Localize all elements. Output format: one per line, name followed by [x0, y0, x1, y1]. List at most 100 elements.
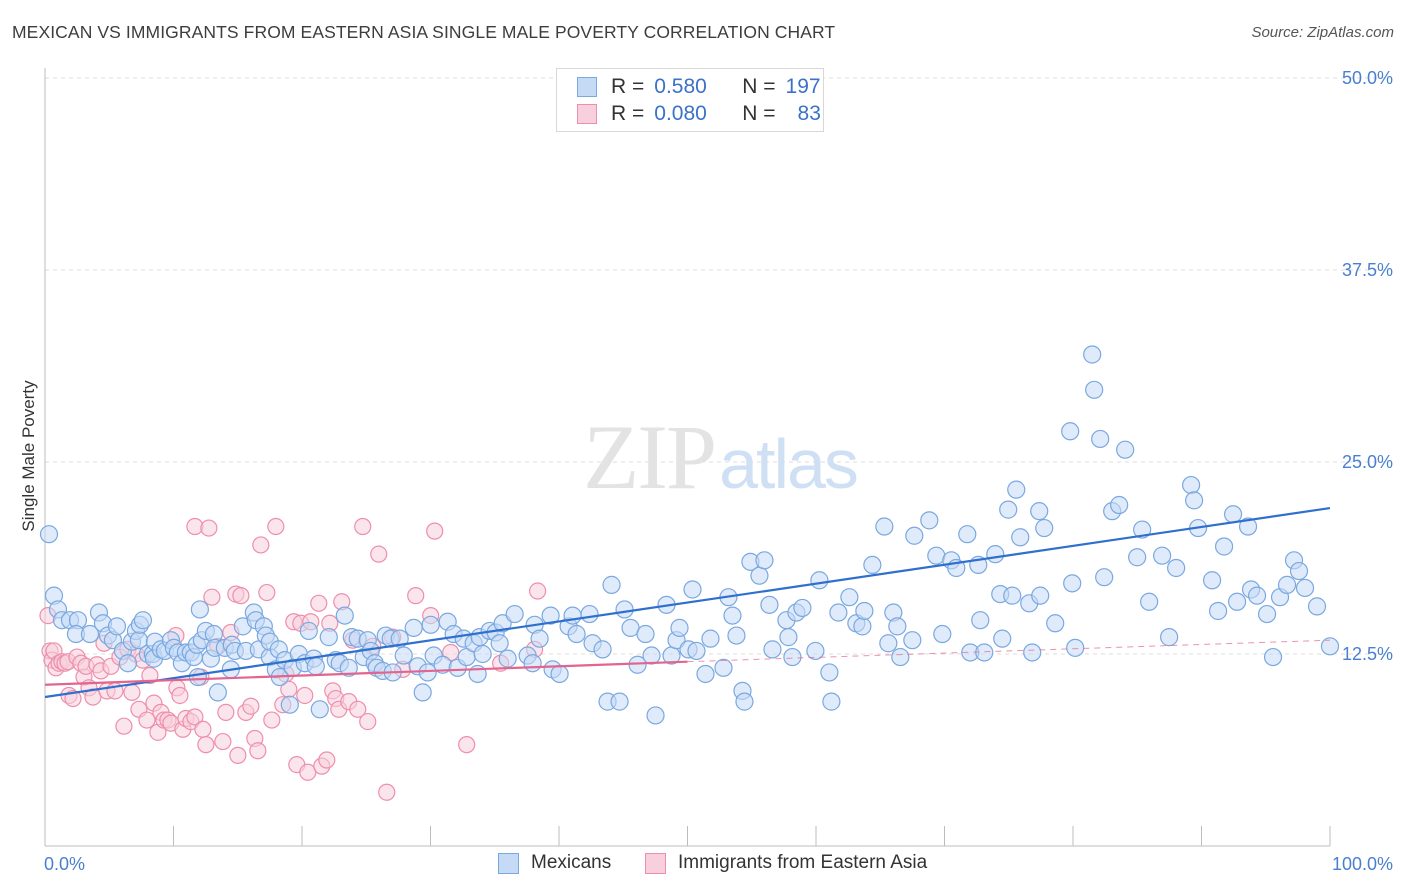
data-point	[683, 580, 702, 599]
data-point	[1182, 475, 1201, 495]
data-point	[1030, 502, 1049, 521]
data-point	[1023, 643, 1042, 662]
data-point	[905, 526, 924, 545]
data-point	[339, 658, 358, 677]
data-point	[602, 575, 621, 594]
data-point	[232, 587, 250, 605]
data-point	[580, 604, 599, 624]
data-point	[214, 732, 232, 751]
data-point	[1320, 637, 1340, 656]
data-point	[299, 621, 318, 641]
data-point	[1140, 592, 1159, 611]
data-point	[1046, 614, 1065, 633]
trend-line-mexicans	[44, 506, 1331, 699]
y-tick-label: 12.5%	[1342, 644, 1393, 664]
data-point	[829, 603, 848, 622]
data-point	[413, 683, 432, 702]
data-point	[186, 708, 204, 726]
data-point	[855, 601, 874, 621]
data-point	[971, 611, 990, 630]
series-immigrants-eastern-asia	[39, 517, 547, 801]
data-point	[958, 525, 977, 544]
data-point	[993, 629, 1012, 648]
legend-item-mexicans: Mexicans	[498, 852, 611, 874]
data-point	[1061, 422, 1080, 441]
data-point	[783, 647, 802, 667]
data-point	[1295, 578, 1315, 598]
data-point	[646, 706, 665, 725]
trend-lines	[44, 506, 1331, 699]
data-point	[806, 641, 825, 661]
data-point	[933, 624, 952, 644]
chart-title: MEXICAN VS IMMIGRANTS FROM EASTERN ASIA …	[12, 22, 836, 42]
data-point	[208, 683, 227, 702]
data-point	[750, 566, 769, 585]
data-point	[1066, 638, 1085, 657]
data-point	[296, 686, 314, 705]
data-point	[593, 640, 612, 659]
data-point	[390, 629, 409, 648]
data-point	[1031, 586, 1050, 605]
data-point	[1133, 520, 1152, 539]
data-point	[493, 614, 512, 633]
data-point	[1153, 546, 1172, 565]
data-point	[310, 700, 329, 719]
data-point	[822, 692, 841, 711]
data-point	[727, 626, 746, 645]
x-tick-label-max: 100.0%	[1332, 854, 1393, 874]
data-point	[200, 519, 218, 537]
legend-label-mexicans: Mexicans	[531, 852, 612, 873]
data-point	[407, 587, 425, 605]
data-point	[426, 522, 444, 540]
data-point	[123, 683, 141, 702]
data-point	[523, 654, 542, 673]
data-point	[853, 617, 872, 636]
axes	[44, 68, 1331, 847]
legend-n-value: 83	[797, 102, 821, 125]
data-point	[670, 618, 689, 637]
data-point	[920, 511, 939, 530]
data-point	[735, 692, 754, 711]
data-point	[696, 664, 715, 684]
data-point	[306, 657, 325, 676]
data-point	[249, 742, 267, 760]
data-point	[541, 606, 560, 625]
data-point	[820, 663, 839, 682]
data-point	[903, 631, 922, 650]
data-point	[1095, 568, 1114, 587]
data-point	[349, 700, 367, 718]
data-point	[1128, 548, 1147, 567]
y-tick-labels: 12.5% 25.0% 37.5% 50.0%	[1342, 68, 1393, 664]
data-point	[1185, 491, 1204, 510]
data-point	[229, 746, 247, 764]
data-point	[1003, 586, 1022, 605]
data-point	[642, 646, 661, 665]
data-point	[505, 604, 524, 624]
data-point	[1116, 440, 1135, 459]
data-point	[840, 588, 859, 607]
data-point	[636, 624, 655, 644]
y-tick-label: 25.0%	[1342, 452, 1393, 472]
data-point	[1063, 574, 1082, 593]
data-point	[723, 606, 742, 625]
data-point	[810, 571, 829, 590]
data-point	[252, 536, 270, 554]
data-point	[194, 720, 212, 738]
data-point	[171, 686, 189, 705]
data-point	[107, 617, 127, 636]
legend-r-label: R =	[611, 75, 645, 98]
data-point	[1238, 517, 1258, 536]
legend-row-immigrants: R = 0.080 N = 83	[577, 101, 821, 127]
data-point	[975, 643, 994, 662]
data-point	[1035, 518, 1054, 538]
data-point	[875, 517, 894, 536]
data-point	[879, 634, 898, 653]
legend-swatch-blue	[498, 852, 519, 874]
data-point	[1289, 561, 1309, 581]
data-point	[217, 703, 235, 721]
data-point	[118, 654, 138, 673]
legend-r-label: R =	[611, 102, 645, 125]
data-point	[863, 555, 882, 575]
data-point	[197, 736, 215, 754]
